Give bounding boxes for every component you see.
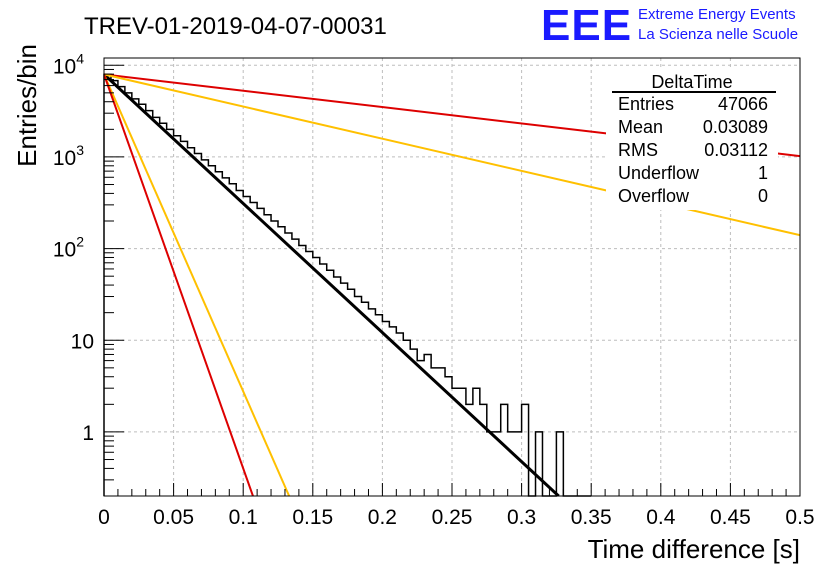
x-tick-label: 0.5 — [785, 506, 814, 529]
x-tick-label: 0.3 — [507, 506, 536, 529]
x-tick-labels: 0 0.05 0.1 0.15 0.2 0.25 0.3 0.35 0.4 0.45 0.5 — [98, 506, 814, 529]
stats-box-bg — [606, 70, 778, 210]
stats-value-underflow: 1 — [758, 163, 768, 183]
eee-logo: EEE Extreme Energy Events La Scienza nel… — [541, 1, 798, 50]
logo-line-2: La Scienza nelle Scuole — [638, 26, 798, 43]
chart-title: TREV-01-2019-04-07-00031 — [84, 13, 387, 40]
fit-line — [104, 74, 254, 496]
y-tick-label: 1 — [82, 422, 94, 445]
x-tick-label: 0.4 — [646, 506, 676, 529]
y-tick-label: 103 — [53, 142, 84, 170]
x-tick-label: 0.05 — [153, 506, 194, 529]
axis-ticks — [103, 64, 801, 497]
stats-label-rms: RMS — [618, 140, 658, 160]
fit-line — [104, 73, 291, 496]
logo-mark: EEE — [541, 1, 632, 50]
stats-label-overflow: Overflow — [618, 186, 690, 206]
fit-line — [104, 73, 560, 496]
x-tick-label: 0.35 — [571, 506, 612, 529]
x-tick-label: 0 — [98, 506, 110, 529]
histogram-outline — [103, 73, 592, 497]
stats-label-mean: Mean — [618, 117, 663, 137]
y-tick-label: 104 — [53, 50, 84, 78]
stats-value-rms: 0.03112 — [704, 140, 768, 160]
x-axis-title: Time difference [s] — [588, 534, 800, 564]
histogram-bins — [103, 73, 592, 497]
y-axis-title: Entries/bin — [12, 44, 42, 167]
y-tick-label: 102 — [53, 234, 84, 262]
x-tick-label: 0.1 — [229, 506, 258, 529]
x-tick-label: 0.2 — [368, 506, 397, 529]
stats-label-entries: Entries — [618, 94, 674, 114]
stats-title: DeltaTime — [651, 72, 732, 92]
y-tick-label: 10 — [71, 330, 94, 353]
stats-box: DeltaTime Entries 47066 Mean 0.03089 RMS… — [606, 70, 778, 210]
x-tick-label: 0.45 — [710, 506, 751, 529]
stats-value-overflow: 0 — [758, 186, 768, 206]
stats-label-underflow: Underflow — [618, 163, 700, 183]
logo-line-1: Extreme Energy Events — [638, 6, 796, 23]
x-tick-label: 0.15 — [292, 506, 333, 529]
stats-value-entries: 47066 — [718, 94, 768, 114]
stats-value-mean: 0.03089 — [703, 117, 768, 137]
x-tick-label: 0.25 — [432, 506, 473, 529]
